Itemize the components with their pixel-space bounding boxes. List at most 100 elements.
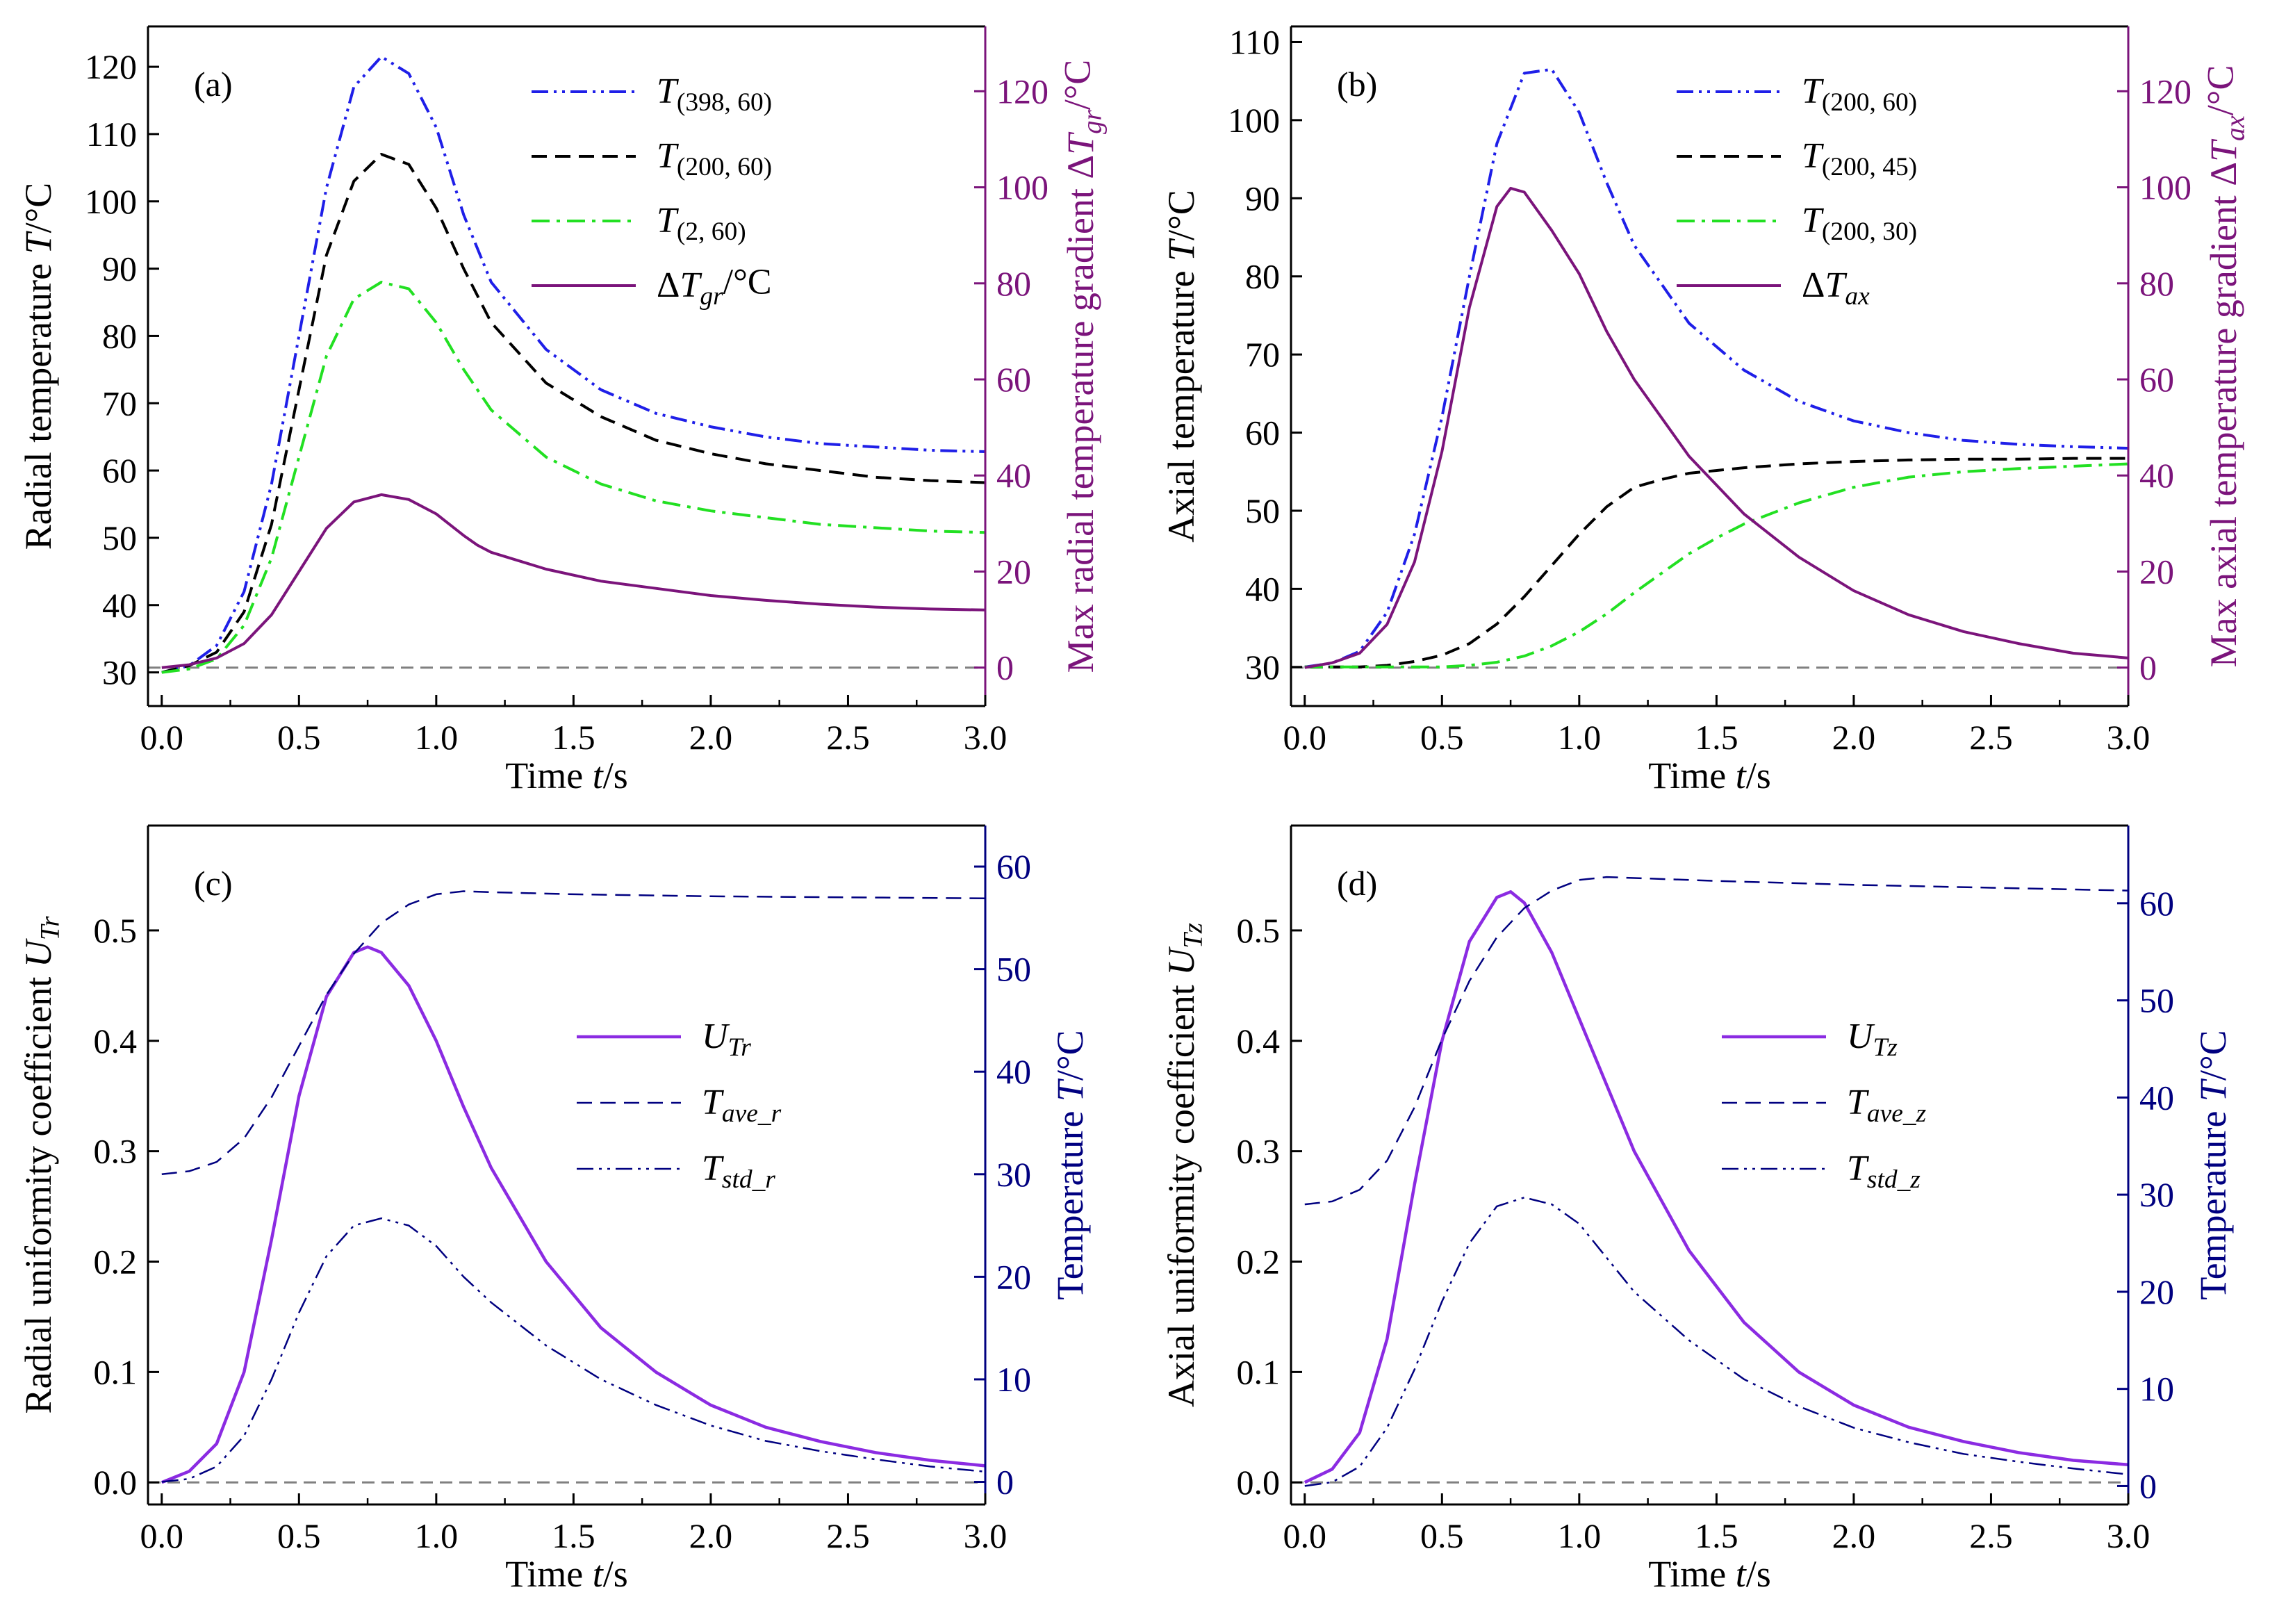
y-right-tick-label: 60 — [2139, 884, 2174, 923]
panel-label: (a) — [194, 65, 233, 104]
series-line-c-2 — [161, 1217, 985, 1483]
x-tick-label: 3.0 — [2107, 718, 2151, 757]
y-right-tick-label: 0 — [996, 648, 1014, 687]
x-tick-label: 3.0 — [2107, 1516, 2151, 1555]
y-left-tick-label: 0.2 — [1237, 1242, 1281, 1281]
legend: T(398, 60) T(200, 60) T(2, 60) ΔTgr/°C — [532, 72, 772, 311]
x-tick-label: 0.5 — [1420, 1516, 1464, 1555]
series-line-b-1 — [1304, 457, 2128, 669]
y-axis-title-left: Axial uniformity coefficient UTz — [1160, 923, 1208, 1407]
x-tick-label: 1.0 — [1558, 1516, 1602, 1555]
series-line-b-2 — [1304, 462, 2128, 669]
series-line-c-1 — [161, 890, 985, 1176]
x-tick-label: 2.5 — [826, 718, 870, 757]
x-tick-label: 2.5 — [1969, 1516, 2013, 1555]
series-line-a-3 — [161, 493, 985, 669]
chart-panel-d: 0.0 0.5 1.0 1.5 2.0 2.5 3.0 0.0 0.1 0.2 0.3 0.4 0.5 0… — [1160, 824, 2234, 1595]
y-left-tick-label: 30 — [102, 653, 137, 692]
legend-label: UTz — [1847, 1017, 1898, 1062]
legend-label: T(398, 60) — [657, 72, 772, 117]
x-tick-label: 2.0 — [1832, 1516, 1876, 1555]
y-right-tick-label: 50 — [996, 950, 1031, 989]
legend-label: T(200, 30) — [1802, 201, 1917, 246]
series-line-a-0 — [161, 55, 985, 674]
x-tick-label: 1.5 — [552, 718, 595, 757]
x-tick-label: 1.5 — [1695, 1516, 1738, 1555]
x-tick-label: 1.0 — [1558, 718, 1602, 757]
x-tick-label: 0.5 — [277, 718, 321, 757]
y-axis-title-left: Radial temperature T/°C — [17, 183, 59, 550]
series-line-d-2 — [1304, 1197, 2128, 1487]
y-right-tick-label: 20 — [996, 552, 1031, 591]
y-left-tick-label: 110 — [1229, 22, 1280, 61]
x-axis-title: Time t/s — [1648, 1553, 1771, 1595]
y-left-tick-label: 0.5 — [94, 911, 138, 950]
y-right-tick-label: 80 — [996, 264, 1031, 303]
y-left-tick-label: 0.5 — [1237, 911, 1281, 950]
legend: UTr Tave_r Tstd_r — [577, 1017, 782, 1194]
y-left-tick-label: 70 — [1245, 335, 1280, 374]
y-right-tick-label: 40 — [996, 1052, 1031, 1091]
x-tick-label: 0.0 — [1283, 1516, 1327, 1555]
y-left-tick-label: 0.0 — [1237, 1463, 1281, 1502]
y-axis-title-right: Max radial temperature gradient ΔTgr/°C — [1056, 60, 1107, 673]
series-line-a-2 — [161, 281, 985, 674]
y-left-tick-label: 120 — [85, 47, 137, 86]
legend-label: UTr — [702, 1017, 751, 1062]
x-tick-label: 0.0 — [1283, 718, 1327, 757]
y-left-tick-label: 0.1 — [1237, 1352, 1281, 1391]
x-axis-title: Time t/s — [505, 1553, 628, 1595]
x-tick-label: 2.0 — [689, 718, 733, 757]
chart-panel-c: 0.0 0.5 1.0 1.5 2.0 2.5 3.0 0.0 0.1 0.2 0.3 0.4 0.5 0… — [17, 824, 1091, 1595]
legend-label: T(200, 45) — [1802, 136, 1917, 181]
y-axis-title-right: Temperature T/°C — [1049, 1030, 1091, 1299]
x-tick-label: 0.5 — [1420, 718, 1464, 757]
y-right-tick-label: 0 — [2139, 1466, 2157, 1505]
y-right-tick-label: 20 — [996, 1257, 1031, 1296]
y-left-tick-label: 50 — [102, 518, 137, 557]
y-left-tick-label: 90 — [1245, 179, 1280, 218]
legend-label: Tave_z — [1847, 1083, 1927, 1128]
x-tick-label: 2.0 — [689, 1516, 733, 1555]
y-right-tick-label: 80 — [2139, 264, 2174, 303]
y-left-tick-label: 60 — [1245, 413, 1280, 452]
x-tick-label: 3.0 — [964, 718, 1008, 757]
y-right-tick-label: 120 — [2139, 72, 2192, 110]
y-left-tick-label: 90 — [102, 249, 137, 288]
y-left-tick-label: 80 — [102, 316, 137, 355]
y-right-tick-label: 0 — [2139, 648, 2157, 687]
x-tick-label: 1.5 — [1695, 718, 1738, 757]
y-left-tick-label: 60 — [102, 451, 137, 490]
x-tick-label: 1.0 — [415, 1516, 459, 1555]
x-tick-label: 2.5 — [826, 1516, 870, 1555]
y-right-tick-label: 60 — [2139, 360, 2174, 399]
x-tick-label: 0.5 — [277, 1516, 321, 1555]
legend-label: Tstd_r — [702, 1149, 775, 1194]
y-left-tick-label: 0.4 — [1237, 1022, 1281, 1060]
y-right-tick-label: 60 — [996, 847, 1031, 886]
y-right-tick-label: 120 — [996, 72, 1049, 110]
series-line-b-0 — [1304, 67, 2128, 669]
y-right-tick-label: 40 — [996, 456, 1031, 495]
y-right-tick-label: 20 — [2139, 1272, 2174, 1311]
y-right-tick-label: 0 — [996, 1463, 1014, 1502]
series-line-a-1 — [161, 153, 985, 674]
y-left-tick-label: 100 — [1228, 101, 1280, 140]
y-right-tick-label: 30 — [2139, 1175, 2174, 1214]
x-tick-label: 2.5 — [1969, 718, 2013, 757]
y-left-tick-label: 110 — [86, 115, 137, 154]
y-axis-title-left: Radial uniformity coefficient UTr — [17, 916, 65, 1414]
y-left-tick-label: 100 — [85, 182, 137, 221]
legend-label: T(200, 60) — [657, 136, 772, 181]
legend-label: Tstd_z — [1847, 1149, 1921, 1194]
series-line-d-1 — [1304, 876, 2128, 1206]
y-right-tick-label: 50 — [2139, 981, 2174, 1020]
panel-label: (b) — [1337, 65, 1377, 104]
y-left-tick-label: 40 — [102, 586, 137, 625]
y-axis-title-left: Axial temperature T/°C — [1160, 190, 1202, 543]
legend-label: T(200, 60) — [1802, 72, 1917, 117]
y-left-tick-label: 40 — [1245, 569, 1280, 608]
y-right-tick-label: 30 — [996, 1155, 1031, 1194]
y-left-tick-label: 0.3 — [1237, 1132, 1281, 1171]
